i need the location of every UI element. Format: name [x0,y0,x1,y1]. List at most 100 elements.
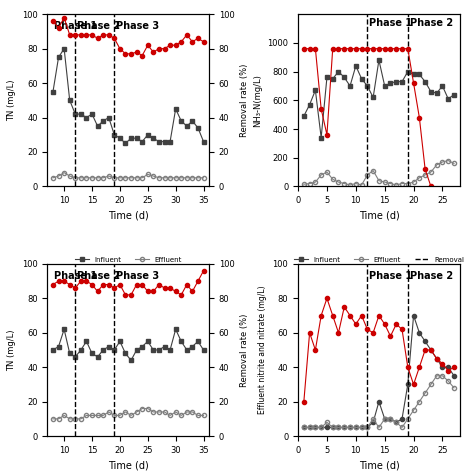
Influent [428,89,434,94]
Removal rate [83,278,89,284]
X-axis label: Time (d): Time (d) [358,460,399,470]
Influent [190,118,195,124]
Effluent [78,416,84,422]
Effluent [376,178,382,183]
Effluent [117,412,123,418]
Removal [376,46,382,52]
Effluent [50,416,56,422]
Effluent [393,182,399,188]
Effluent [434,162,439,168]
Removal [439,210,445,215]
Effluent [111,175,117,181]
Effluent [139,406,145,411]
Effluent [111,412,117,418]
Effluent nitrite [399,416,405,422]
Effluent [128,175,134,181]
Influent [128,357,134,363]
Nitrite removal [439,361,445,366]
Removal rate [167,285,173,291]
Nitrite removal [330,313,336,319]
Influent [139,344,145,349]
Effluent [336,179,341,185]
Effluent [195,175,201,181]
Nitrite removal [301,399,307,404]
Nitrite removal [353,321,359,327]
Effluent nitrite [324,425,330,430]
Removal [422,166,428,172]
Influent [405,69,410,74]
Nitrite removal [417,365,422,370]
Line: Nitrite removal: Nitrite removal [302,296,456,404]
Effluent [106,409,111,415]
Removal rate [162,46,167,52]
Text: Phase 1: Phase 1 [369,271,412,281]
Effluent nitrate [341,425,347,430]
Effluent nitrite [301,425,307,430]
Nitrite removal [393,321,399,327]
Effluent [353,181,359,186]
Influent [106,344,111,349]
Removal rate [162,285,167,291]
Effluent [301,182,307,187]
Influent [95,123,100,129]
Removal rate [111,36,117,41]
Effluent [56,173,62,179]
Influent [117,338,123,344]
Nitrite removal [307,330,312,336]
Nitrite removal [324,295,330,301]
Effluent [145,406,151,411]
Effluent [178,175,184,181]
Influent [422,79,428,84]
Removal [307,46,312,52]
Nitrite removal [347,313,353,319]
Influent [89,111,95,117]
Effluent [100,175,106,181]
Influent [201,347,206,353]
Legend: Influent, Effluent: Influent, Effluent [72,254,184,265]
Removal [446,261,451,267]
Y-axis label: TN (mg/L): TN (mg/L) [8,80,17,121]
Removal rate [190,289,195,294]
Removal [336,46,341,52]
Effluent [370,168,376,173]
Removal rate [167,42,173,48]
Text: Phase 3: Phase 3 [116,271,159,281]
Influent [417,72,422,77]
Influent [83,115,89,120]
Influent [399,79,405,84]
Effluent nitrite [376,399,382,404]
Removal rate [195,36,201,41]
Removal [341,46,347,52]
Influent [201,139,206,145]
Effluent nitrate [324,419,330,425]
Effluent [173,409,179,415]
Influent [411,72,417,77]
Influent [56,55,62,60]
Removal [330,46,336,52]
Text: Phase 2: Phase 2 [410,18,453,27]
Effluent nitrate [336,425,341,430]
Removal rate [56,25,62,31]
Nitrite removal [434,356,439,362]
Influent [195,338,201,344]
Influent [439,83,445,89]
Effluent nitrite [388,416,393,422]
Effluent [95,175,100,181]
Effluent [428,169,434,175]
Text: Phase 1: Phase 1 [369,18,412,27]
Effluent [359,182,365,188]
Influent [100,118,106,124]
Removal rate [89,32,95,38]
Effluent [95,412,100,418]
Influent [123,140,128,146]
Influent [50,347,56,353]
Removal [324,132,330,137]
Removal rate [50,18,56,24]
Text: Phase 1: Phase 1 [54,271,97,281]
Effluent nitrite [359,425,365,430]
Influent [78,111,84,117]
Effluent nitrite [370,419,376,425]
Removal rate [178,39,184,45]
Removal rate [100,32,106,38]
Influent [61,327,67,332]
